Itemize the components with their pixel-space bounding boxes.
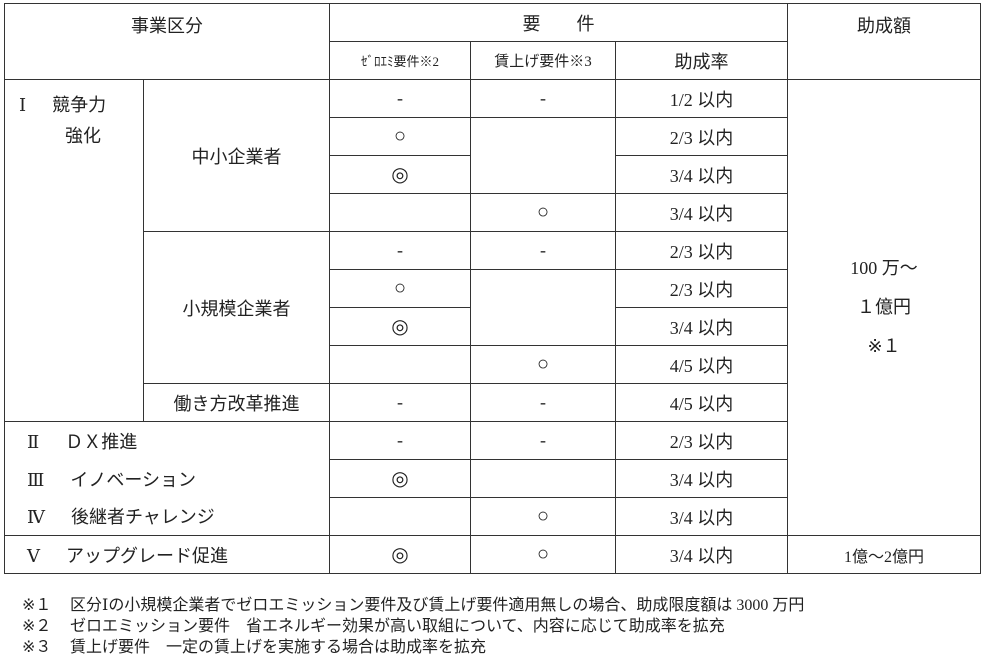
wage-cell	[470, 459, 616, 498]
category-number: Ⅳ	[27, 507, 45, 528]
wage-cell: ○	[470, 193, 616, 232]
amount-line: １億円	[857, 297, 912, 317]
header-zero-emission: ｾﾞﾛｴﾐ要件※2	[329, 41, 471, 80]
subcategory-small: 小規模企業者	[143, 231, 330, 384]
wage-cell: -	[470, 79, 616, 118]
table-row: 働き方改革推進 - - 4/5 以内	[5, 383, 981, 422]
rate-cell: 2/3 以内	[614, 231, 789, 270]
zero-cell: ○	[329, 269, 471, 308]
zero-cell: ○	[329, 117, 471, 156]
table-row: Ⅴ アップグレード促進 ◎ ○ 3/4 以内 1億～2億円	[4, 535, 982, 574]
rate-cell: 2/3 以内	[614, 117, 789, 156]
category-dx: Ⅱ ＤＸ推進	[4, 421, 330, 460]
category-label: アップグレード促進	[66, 545, 228, 566]
rate-cell: 3/4 以内	[614, 535, 789, 574]
zero-cell: ◎	[329, 459, 471, 498]
category-number: Ⅴ	[27, 545, 40, 566]
wage-cell: -	[470, 231, 616, 270]
zero-cell: ◎	[329, 535, 471, 574]
category-label: 後継者チャレンジ	[70, 507, 215, 528]
wage-cell: ○	[470, 345, 616, 384]
zero-cell	[329, 497, 471, 536]
footnote-text: ゼロエミッション要件 省エネルギー効果が高い取組について、内容に応じて助成率を拡…	[70, 618, 725, 635]
footnote-mark: ※３	[22, 639, 52, 656]
footnote: ※３ 賃上げ要件 一定の賃上げを実施する場合は助成率を拡充	[22, 633, 486, 657]
table-row: ◎ 3/4 以内	[5, 307, 981, 346]
amount-main: 100 万～ １億円 ※１	[787, 79, 982, 536]
table-row: ◎ 3/4 以内	[5, 155, 981, 194]
zero-cell: -	[329, 383, 471, 422]
zero-cell: ◎	[329, 307, 471, 346]
rate-cell: 3/4 以内	[614, 193, 789, 232]
category-label: 競争力	[52, 95, 107, 115]
table-row: ○ 3/4 以内	[5, 193, 981, 232]
wage-cell: -	[470, 383, 616, 422]
footnote: ※１ 区分Ⅰの小規模企業者でゼロエミッション要件及び賃上げ要件適用無しの場合、助成…	[22, 591, 804, 615]
category-upgrade: Ⅴ アップグレード促進	[4, 535, 330, 574]
rate-cell: 4/5 以内	[614, 383, 789, 422]
rate-cell: 3/4 以内	[614, 497, 789, 536]
wage-cell	[470, 269, 616, 346]
subcategory-workstyle: 働き方改革推進	[143, 383, 330, 422]
category-successor: Ⅳ 後継者チャレンジ	[4, 497, 330, 536]
subsidy-table: 事業区分 要 件 助成額 ｾﾞﾛｴﾐ要件※2 賃上げ要件※3 助成率 Ⅰ 競争力 …	[4, 3, 982, 574]
rate-cell: 4/5 以内	[614, 345, 789, 384]
category-label: イノベーション	[70, 469, 196, 490]
zero-cell	[329, 193, 471, 232]
wage-cell: ○	[470, 497, 616, 536]
rate-cell: 2/3 以内	[614, 269, 789, 308]
zero-cell: -	[329, 79, 471, 118]
category-innovation: Ⅲ イノベーション	[4, 459, 330, 498]
wage-cell: -	[470, 421, 616, 460]
rate-cell: 2/3 以内	[614, 421, 789, 460]
header-rate: 助成率	[614, 41, 789, 80]
rate-cell: 3/4 以内	[614, 307, 789, 346]
table-row: Ⅱ ＤＸ推進 - - 2/3 以内	[4, 421, 981, 460]
amount-note: ※１	[867, 336, 901, 356]
zero-cell: -	[329, 231, 471, 270]
category-label: ＤＸ推進	[65, 431, 138, 452]
footnote-text: 区分Ⅰの小規模企業者でゼロエミッション要件及び賃上げ要件適用無しの場合、助成限度…	[70, 597, 805, 614]
header-amount: 助成額	[787, 3, 982, 80]
header-wage-increase: 賃上げ要件※3	[470, 41, 616, 80]
table-row: 小規模企業者 - - 2/3 以内	[5, 231, 981, 384]
table-row: Ⅰ 競争力 強化 中小企業者 - - 1/2 以内 100 万～ １億円 ※１	[4, 79, 982, 536]
rate-cell: 1/2 以内	[614, 79, 789, 118]
header-requirements: 要 件	[328, 3, 789, 42]
subcategory-sme: 中小企業者	[143, 79, 330, 232]
header-category: 事業区分	[4, 3, 330, 80]
wage-cell	[470, 117, 616, 194]
wage-cell: ○	[470, 535, 616, 574]
amount-upgrade: 1億～2億円	[787, 535, 982, 574]
footnote: ※２ ゼロエミッション要件 省エネルギー効果が高い取組について、内容に応じて助成率…	[22, 612, 725, 636]
table-row: ○ 2/3 以内	[5, 269, 981, 346]
table-row: ○ 4/5 以内	[5, 345, 981, 384]
footnote-mark: ※２	[22, 618, 52, 635]
rate-cell: 3/4 以内	[614, 459, 789, 498]
category-number: Ⅰ	[19, 95, 27, 115]
category-label-2: 強化	[65, 126, 101, 146]
category-number: Ⅱ	[27, 431, 40, 452]
category-competitiveness: Ⅰ 競争力 強化	[4, 79, 144, 422]
footnote-mark: ※１	[22, 597, 52, 614]
zero-cell: -	[329, 421, 471, 460]
amount-line: 100 万～	[850, 258, 918, 278]
table-row: Ⅳ 後継者チャレンジ ○ 3/4 以内	[4, 497, 981, 536]
table-row: Ⅲ イノベーション ◎ 3/4 以内	[4, 459, 981, 498]
category-number: Ⅲ	[27, 469, 45, 490]
footnote-text: 賃上げ要件 一定の賃上げを実施する場合は助成率を拡充	[70, 639, 487, 656]
zero-cell	[329, 345, 471, 384]
zero-cell: ◎	[329, 155, 471, 194]
rate-cell: 3/4 以内	[614, 155, 789, 194]
